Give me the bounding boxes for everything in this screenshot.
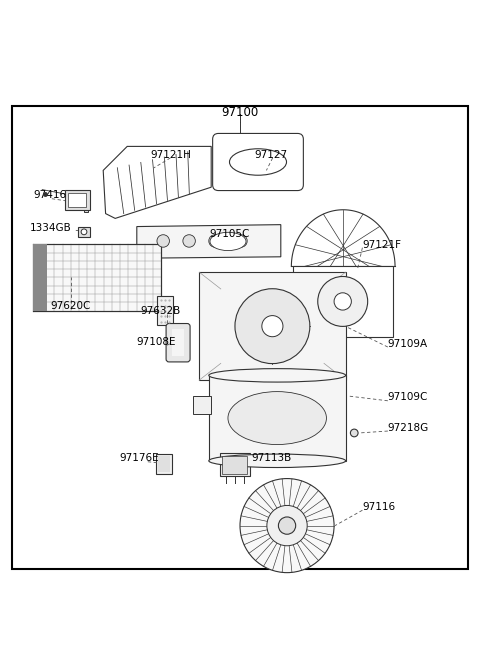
Text: 97113B: 97113B bbox=[251, 454, 291, 464]
Circle shape bbox=[235, 289, 310, 364]
Text: 97127: 97127 bbox=[254, 150, 288, 159]
Circle shape bbox=[209, 235, 221, 247]
FancyBboxPatch shape bbox=[213, 134, 303, 191]
Text: 97632B: 97632B bbox=[141, 306, 181, 316]
Bar bbox=[33, 245, 47, 310]
Circle shape bbox=[278, 517, 296, 534]
Bar bbox=[65, 190, 90, 210]
Bar bbox=[157, 296, 173, 325]
Circle shape bbox=[267, 505, 307, 546]
Bar bbox=[172, 329, 184, 356]
Polygon shape bbox=[137, 224, 281, 258]
Bar bbox=[33, 245, 161, 310]
Text: 1334GB: 1334GB bbox=[30, 222, 71, 233]
Text: 97121F: 97121F bbox=[362, 240, 401, 250]
Bar bbox=[193, 396, 211, 414]
Ellipse shape bbox=[209, 454, 346, 468]
Bar bbox=[156, 454, 172, 474]
Circle shape bbox=[262, 316, 283, 337]
Text: 97121H: 97121H bbox=[150, 150, 191, 159]
Circle shape bbox=[157, 235, 169, 247]
Text: 97218G: 97218G bbox=[388, 423, 429, 433]
Bar bbox=[68, 193, 86, 208]
Text: 97109A: 97109A bbox=[388, 339, 428, 349]
Bar bbox=[293, 266, 393, 337]
Ellipse shape bbox=[210, 233, 246, 251]
Bar bbox=[158, 456, 170, 472]
Circle shape bbox=[183, 235, 195, 247]
Text: 97109C: 97109C bbox=[388, 392, 428, 403]
Ellipse shape bbox=[229, 149, 287, 175]
Circle shape bbox=[318, 276, 368, 327]
FancyBboxPatch shape bbox=[166, 323, 190, 362]
Text: 97105C: 97105C bbox=[209, 229, 250, 239]
Bar bbox=[209, 376, 346, 461]
Text: 97416: 97416 bbox=[34, 190, 67, 200]
Bar bbox=[220, 453, 250, 476]
Circle shape bbox=[240, 478, 334, 573]
Text: 97108E: 97108E bbox=[136, 337, 176, 347]
Polygon shape bbox=[103, 146, 211, 218]
Circle shape bbox=[350, 429, 358, 437]
Bar bbox=[78, 226, 90, 237]
Bar bbox=[84, 204, 88, 212]
Text: 97100: 97100 bbox=[221, 106, 259, 120]
Ellipse shape bbox=[209, 369, 346, 382]
Bar bbox=[199, 272, 346, 380]
Text: 97116: 97116 bbox=[362, 503, 396, 512]
Bar bbox=[81, 199, 88, 203]
Ellipse shape bbox=[228, 392, 326, 445]
Text: 97176E: 97176E bbox=[120, 454, 159, 464]
Circle shape bbox=[334, 293, 351, 310]
Circle shape bbox=[81, 229, 87, 235]
Circle shape bbox=[235, 235, 247, 247]
Text: 97620C: 97620C bbox=[51, 301, 91, 311]
Bar bbox=[222, 456, 247, 474]
